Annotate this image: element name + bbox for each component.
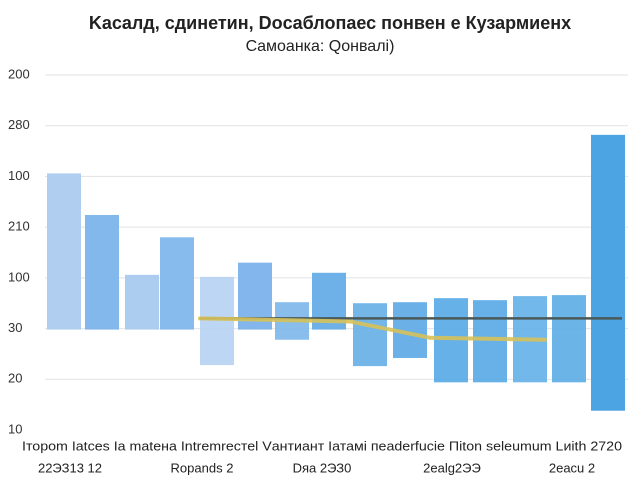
bar	[125, 274, 159, 330]
x-labels: Ітороm Іatces Іа mateна Intremreстеl Vан…	[22, 438, 622, 453]
bar	[160, 237, 194, 330]
y-tick-label: 20	[8, 371, 22, 386]
chart-subtitle: Caмоaнка: Qoнвалі)	[246, 38, 395, 55]
chart-title: Kacaлд, cдинетин, Docaблопаес понвен е К…	[89, 13, 571, 33]
x-label: 22ЭЗ13 12	[38, 460, 102, 475]
y-tick-label: 280	[8, 117, 30, 132]
y-tick-label: 100	[8, 168, 30, 183]
y-tick-label: 210	[8, 219, 30, 234]
x-label: Ropands 2	[171, 460, 234, 475]
bar	[85, 214, 119, 330]
x-label: 2eacu 2	[549, 460, 595, 475]
bar	[552, 295, 586, 383]
trend-line	[198, 316, 547, 342]
x-label: 2ealg2ЭЭ	[423, 460, 481, 475]
y-tick-label: 30	[8, 320, 22, 335]
y-tick-label: 200	[8, 66, 30, 81]
bar	[591, 134, 625, 411]
y-tick-label: 10	[8, 421, 22, 436]
y-tick-label: 100	[8, 269, 30, 284]
bar	[473, 300, 507, 383]
x-label: Dяа 2ЭЗ0	[293, 460, 352, 475]
bar	[47, 173, 81, 330]
bar	[353, 303, 387, 367]
